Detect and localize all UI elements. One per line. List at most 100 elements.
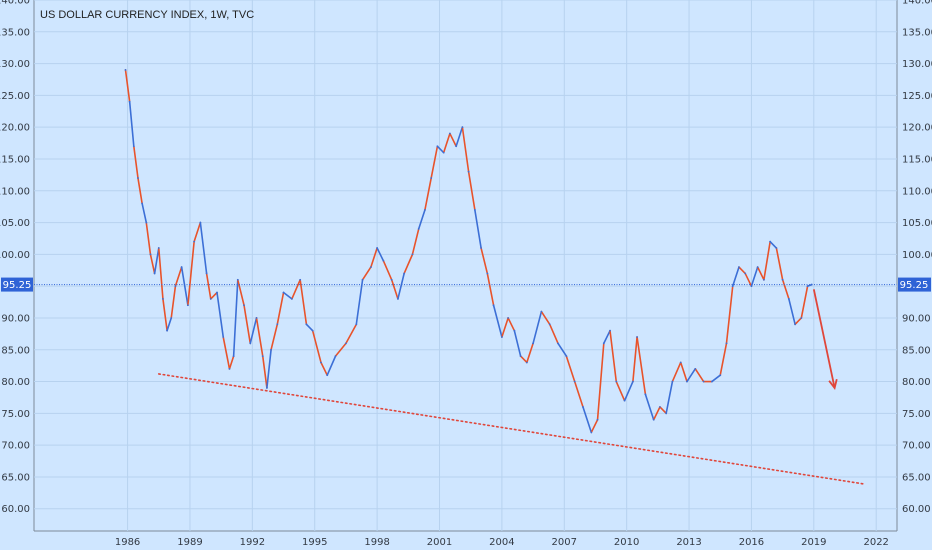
data-point [174,285,177,288]
series-segment [449,132,457,148]
series-segment [209,291,218,300]
y-tick-label: 115.00 [0,154,30,165]
data-point [781,278,784,281]
series-segment [788,298,796,326]
data-point [124,69,127,71]
left-price-badge [1,277,33,292]
y-tick-label: 130.00 [902,59,932,70]
data-point [744,272,747,275]
series-segment [474,209,482,249]
x-tick-label: 1998 [364,537,389,548]
series-segment [548,323,559,345]
y-tick-label: 65.00 [1,472,30,483]
data-point [602,342,605,345]
y-tick-label: 85.00 [1,345,30,356]
series-segment [557,342,568,357]
data-point [157,247,160,249]
series-segment [180,266,189,307]
series-segment [276,291,285,326]
data-point [355,323,358,326]
series-segment [166,317,173,332]
series-segment [756,266,765,281]
series-segment [565,355,576,383]
data-point [548,323,551,326]
series-segment [486,272,495,307]
series-segment [411,228,420,256]
x-tick-label: 1986 [115,537,140,548]
data-point [679,361,682,364]
y-tick-label: 80.00 [1,377,30,388]
series-segment [480,247,489,275]
series-segment [615,380,626,402]
data-point [525,361,528,364]
data-point [417,228,420,230]
y-tick-label: 105.00 [902,218,932,229]
series-segment [170,285,177,319]
series-segment [644,393,655,421]
annotations [157,289,865,485]
data-point [467,170,470,173]
y-tick-label: 85.00 [902,345,931,356]
data-point [326,374,329,377]
y-tick-label: 90.00 [1,313,30,324]
y-tick-label: 75.00 [1,409,30,420]
data-point [397,297,399,300]
data-point [305,323,308,326]
series-segment [781,279,790,300]
data-point [486,272,489,275]
data-point [255,317,258,319]
x-tick-label: 2016 [739,537,764,548]
data-point [424,208,426,211]
data-point [636,336,638,338]
series-segment [501,317,509,338]
data-point [141,202,144,205]
data-point [137,177,139,179]
data-point [132,145,135,148]
data-point [565,355,568,358]
data-point [806,285,809,288]
data-point [652,418,655,421]
x-tick-label: 2001 [427,537,452,548]
data-point [236,278,239,281]
series-segment [137,177,143,205]
series-segment [507,317,516,332]
series-segment [519,355,528,364]
series-segment [436,145,445,154]
series-segment [355,279,364,326]
data-point [276,323,279,326]
data-point [725,342,728,345]
series-segment [311,329,322,364]
data-point [449,132,451,135]
data-point [430,177,433,179]
series-segment [532,310,543,345]
y-tick-label: 60.00 [902,504,931,515]
series-segment [694,368,705,383]
series-segment [686,368,697,383]
data-point [145,221,148,224]
data-point [166,329,168,332]
data-point [557,342,559,345]
data-point [376,247,379,249]
series-segment [769,240,778,249]
data-point [671,380,674,383]
y-tick-label: 120.00 [902,123,932,134]
series-segment [492,304,503,338]
data-point [731,285,734,288]
data-point [299,278,302,281]
data-point [787,297,790,300]
series-segment [305,323,314,332]
data-point [686,380,688,383]
data-point [162,297,164,300]
series-segment [157,247,164,300]
data-point [615,380,618,383]
series-segment [731,266,740,287]
data-point [436,145,439,148]
data-point [644,393,647,396]
series-segment [174,266,183,287]
data-point [719,374,722,377]
y-tick-label: 130.00 [0,59,30,70]
series-segment [794,317,803,326]
series-segment [361,266,372,281]
